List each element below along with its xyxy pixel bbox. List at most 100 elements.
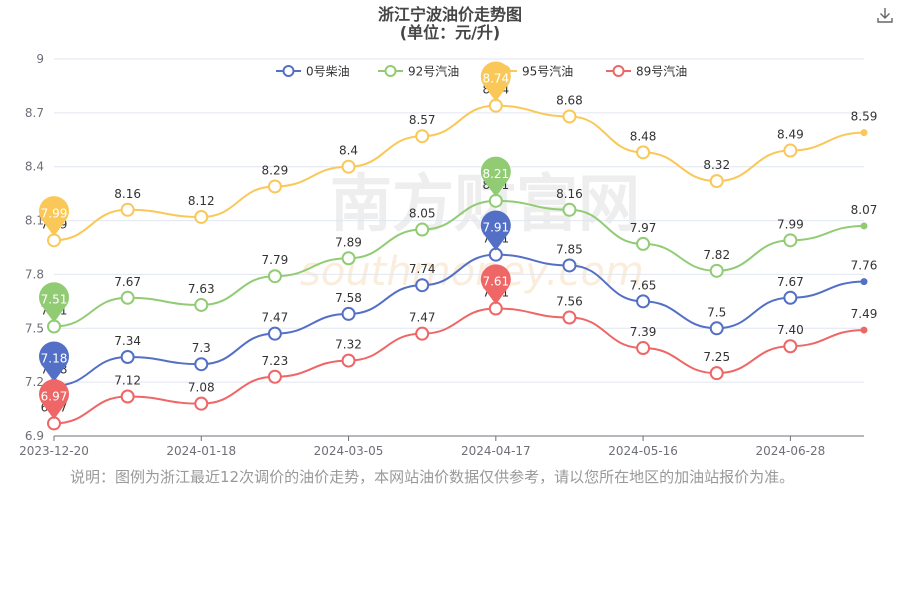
y-tick-label: 8.4 xyxy=(25,160,44,174)
data-label: 7.99 xyxy=(777,217,804,231)
data-label: 7.25 xyxy=(703,350,730,364)
pin-label: 7.99 xyxy=(41,206,68,220)
legend-marker xyxy=(282,65,295,77)
pin-marker xyxy=(39,282,69,323)
data-point[interactable] xyxy=(341,353,356,368)
data-point[interactable] xyxy=(783,290,798,305)
data-point[interactable] xyxy=(562,202,577,217)
data-label: 7.63 xyxy=(188,282,215,296)
data-point[interactable] xyxy=(636,341,651,356)
pin-label: 7.18 xyxy=(41,352,68,366)
data-label: 7.40 xyxy=(777,323,804,337)
pin-marker xyxy=(39,379,69,420)
data-point[interactable] xyxy=(415,326,430,341)
data-label: 8.59 xyxy=(851,110,878,124)
data-label: 8.12 xyxy=(188,194,215,208)
data-point[interactable] xyxy=(341,251,356,266)
legend-item[interactable]: 89号汽油 xyxy=(606,64,687,79)
data-point[interactable] xyxy=(709,366,724,381)
pin-label: 7.91 xyxy=(482,221,509,235)
watermark: 南方财富网 southmoney.com xyxy=(300,167,644,295)
chart-note: 说明：图例为浙江最近12次调价的油价走势，本网站油价数据仅供参考，请以您所在地区… xyxy=(70,468,795,486)
data-point[interactable] xyxy=(783,233,798,248)
y-tick-label: 8.7 xyxy=(25,106,44,120)
data-point[interactable] xyxy=(415,278,430,293)
data-label: 8.49 xyxy=(777,128,804,142)
y-axis: 6.9 7.2 7.5 7.8 8.1 8.4 8.7 9 xyxy=(25,52,44,443)
data-label: 8.48 xyxy=(630,129,657,143)
x-axis: 2023-12-20 2024-01-18 2024-03-05 2024-04-17… xyxy=(19,435,864,458)
data-label: 7.39 xyxy=(630,325,657,339)
data-point[interactable] xyxy=(860,129,868,137)
data-point[interactable] xyxy=(783,143,798,158)
x-tick-label: 2024-03-05 xyxy=(314,444,384,458)
data-label: 8.07 xyxy=(851,203,878,217)
data-point[interactable] xyxy=(120,202,135,217)
data-point[interactable] xyxy=(709,321,724,336)
data-point[interactable] xyxy=(120,350,135,365)
data-point[interactable] xyxy=(341,159,356,174)
data-label: 7.89 xyxy=(335,235,362,249)
data-point[interactable] xyxy=(562,109,577,124)
data-point[interactable] xyxy=(194,209,209,224)
data-label: 7.12 xyxy=(114,374,141,388)
data-point[interactable] xyxy=(267,326,282,341)
pin-marker xyxy=(480,264,511,305)
pin-label: 7.61 xyxy=(482,275,509,289)
data-label: 7.47 xyxy=(409,311,436,325)
data-label: 8.68 xyxy=(556,93,583,107)
data-point[interactable] xyxy=(341,306,356,321)
data-label: 7.82 xyxy=(703,248,730,262)
pin-markers: 7.18 7.91 7.51 8.21 7.99 8.74 6.97 7.61 xyxy=(39,61,511,420)
data-label: 8.57 xyxy=(409,113,436,127)
legend-label: 95号汽油 xyxy=(522,64,573,79)
data-point[interactable] xyxy=(860,278,868,286)
data-point[interactable] xyxy=(120,389,135,404)
data-point[interactable] xyxy=(709,263,724,278)
data-point[interactable] xyxy=(120,290,135,305)
data-point[interactable] xyxy=(860,326,868,334)
data-point[interactable] xyxy=(267,369,282,384)
legend-label: 92号汽油 xyxy=(408,64,459,79)
data-point[interactable] xyxy=(415,222,430,237)
pin-marker xyxy=(39,341,69,382)
series-group: 7.18 7.34 7.3 7.47 7.58 7.74 7.91 7.85 7.65 7.5 7.… xyxy=(41,83,878,431)
legend-marker xyxy=(384,65,397,77)
data-point[interactable] xyxy=(860,222,868,230)
data-point[interactable] xyxy=(636,145,651,160)
data-label: 8.29 xyxy=(262,163,289,177)
chart-title: 浙江宁波油价走势图 xyxy=(378,5,522,24)
data-point[interactable] xyxy=(267,179,282,194)
data-point[interactable] xyxy=(194,297,209,312)
data-point[interactable] xyxy=(194,396,209,411)
y-tick-label: 6.9 xyxy=(25,429,44,443)
data-label: 7.3 xyxy=(192,341,211,355)
data-point[interactable] xyxy=(709,174,724,189)
data-point[interactable] xyxy=(194,357,209,372)
legend-item[interactable]: 0号柴油 xyxy=(276,65,350,79)
data-label: 8.05 xyxy=(409,207,436,221)
data-label: 8.32 xyxy=(703,158,730,172)
data-label: 8.16 xyxy=(556,187,583,201)
data-label: 7.34 xyxy=(114,334,141,348)
y-tick-label: 7.5 xyxy=(25,321,44,335)
data-point[interactable] xyxy=(783,339,798,354)
download-icon[interactable] xyxy=(876,6,894,24)
pin-marker xyxy=(39,196,69,237)
y-tick-label: 9 xyxy=(36,52,44,66)
data-point[interactable] xyxy=(562,310,577,325)
data-label: 7.67 xyxy=(777,275,804,289)
data-label: 7.32 xyxy=(335,338,362,352)
data-point[interactable] xyxy=(415,129,430,144)
data-label: 7.08 xyxy=(188,381,215,395)
data-point[interactable] xyxy=(636,294,651,309)
legend-item[interactable]: 92号汽油 xyxy=(378,64,459,79)
x-tick-label: 2024-04-17 xyxy=(461,444,531,458)
pin-marker xyxy=(480,156,511,197)
data-label: 7.5 xyxy=(707,305,726,319)
data-point[interactable] xyxy=(562,258,577,273)
legend-label: 89号汽油 xyxy=(636,64,687,79)
data-point[interactable] xyxy=(267,269,282,284)
data-point[interactable] xyxy=(636,236,651,251)
